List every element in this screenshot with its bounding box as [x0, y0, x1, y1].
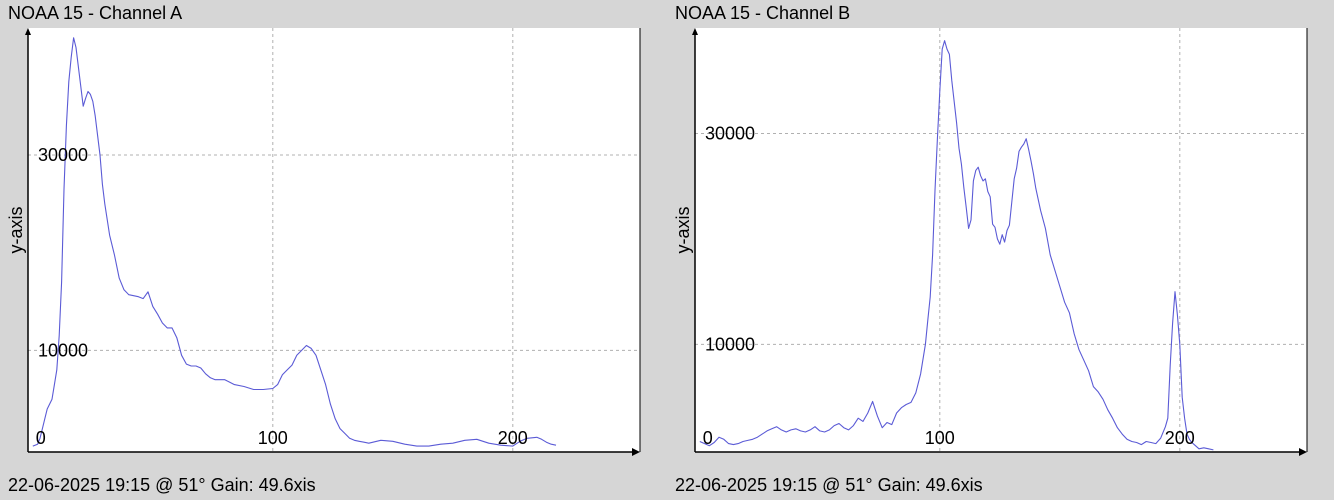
chart-title: NOAA 15 - Channel A: [8, 3, 183, 23]
footer-text: 22-06-2025 19:15 @ 51° Gain: 49.6: [675, 475, 961, 495]
footer-suffix: xis: [960, 475, 983, 495]
y-tick-label: 10000: [38, 340, 88, 360]
y-axis-arrow: [692, 28, 698, 35]
x-tick-label: 200: [1165, 428, 1195, 448]
y-axis-label: y-axis: [6, 206, 26, 253]
series-line: [32, 37, 557, 447]
y-axis-arrow: [25, 28, 31, 35]
chart-footer: 22-06-2025 19:15 @ 51° Gain: 49.6xis: [8, 475, 316, 496]
x-tick-label: 0: [36, 428, 46, 448]
x-tick-label: 100: [258, 428, 288, 448]
plot-area: [28, 28, 640, 452]
chart-panel-channel-a: NOAA 15 - Channel A 0 100 200 10000 30000 y-a…: [6, 3, 641, 496]
x-axis-arrow: [1299, 448, 1307, 456]
chart-title: NOAA 15 - Channel B: [675, 3, 851, 23]
series-line: [699, 40, 1214, 451]
chart-footer: 22-06-2025 19:15 @ 51° Gain: 49.6xis: [675, 475, 983, 496]
x-tick-label: 0: [703, 428, 713, 448]
chart-svg-channel-a: 0 100 200 10000 30000 y-axis: [6, 28, 641, 456]
x-tick-label: 200: [498, 428, 528, 448]
y-tick-label: 30000: [38, 145, 88, 165]
y-tick-label: 10000: [705, 334, 755, 354]
footer-text: 22-06-2025 19:15 @ 51° Gain: 49.6: [8, 475, 294, 495]
chart-panel-channel-b: NOAA 15 - Channel B 0 100 200 10000 30000 y-a…: [667, 0, 1334, 500]
y-tick-label: 30000: [705, 123, 755, 143]
x-tick-label: 100: [925, 428, 955, 448]
footer-suffix: xis: [293, 475, 316, 495]
x-axis-arrow: [632, 448, 640, 456]
chart-svg-channel-b: 0 100 200 10000 30000 y-axis: [673, 28, 1308, 456]
y-axis-label: y-axis: [673, 206, 693, 253]
